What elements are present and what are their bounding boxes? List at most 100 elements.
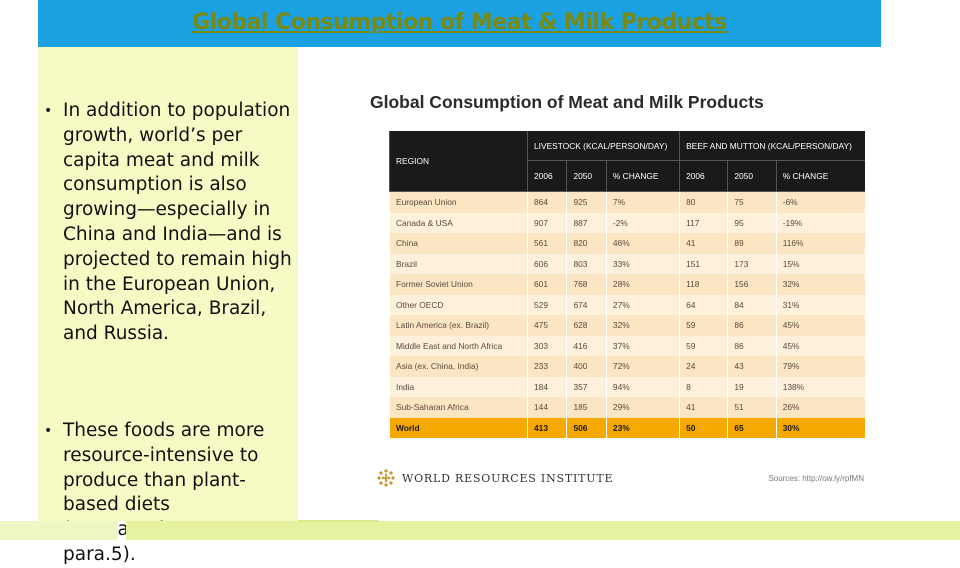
sub-header: % CHANGE bbox=[605, 160, 680, 192]
value-cell: 506 bbox=[566, 417, 607, 438]
world-row: World 413 506 23% 50 65 30% bbox=[389, 417, 865, 438]
sub-header: 2050 bbox=[566, 160, 607, 192]
value-cell: 30% bbox=[775, 417, 865, 438]
value-cell: 41 bbox=[679, 397, 728, 418]
value-cell: 303 bbox=[526, 335, 567, 356]
value-cell: 117 bbox=[679, 212, 728, 233]
value-cell: 529 bbox=[526, 294, 567, 315]
title-bar: Global Consumption of Meat & Milk Produc… bbox=[38, 0, 881, 47]
value-cell: 45% bbox=[775, 315, 865, 336]
bullet-item: • In addition to population growth, worl… bbox=[44, 99, 294, 347]
value-cell: 31% bbox=[775, 294, 865, 315]
region-header: REGION bbox=[389, 131, 528, 192]
value-cell: 561 bbox=[526, 233, 567, 254]
region-cell: India bbox=[389, 376, 528, 397]
value-cell: -2% bbox=[605, 212, 680, 233]
footer-divider bbox=[298, 520, 378, 522]
value-cell: 94% bbox=[605, 376, 680, 397]
footer-band bbox=[126, 521, 960, 540]
footer-band-left bbox=[0, 521, 118, 540]
value-cell: 59 bbox=[679, 315, 728, 336]
table-row: Sub-Saharan Africa 144 185 29% 41 51 26% bbox=[389, 397, 865, 418]
value-cell: 475 bbox=[526, 315, 567, 336]
value-cell: 72% bbox=[605, 356, 680, 377]
value-cell: 32% bbox=[605, 315, 680, 336]
table-row: India 184 357 94% 8 19 138% bbox=[389, 376, 865, 397]
region-cell: Sub-Saharan Africa bbox=[389, 397, 528, 418]
value-cell: 7% bbox=[605, 191, 680, 213]
value-cell: -6% bbox=[775, 191, 865, 213]
sub-header: 2050 bbox=[727, 160, 777, 192]
value-cell: 628 bbox=[566, 315, 607, 336]
value-cell: 925 bbox=[566, 191, 607, 213]
value-cell: 185 bbox=[566, 397, 607, 418]
data-figure: Global Consumption of Meat and Milk Prod… bbox=[360, 78, 880, 508]
value-cell: 59 bbox=[679, 335, 728, 356]
value-cell: -19% bbox=[775, 212, 865, 233]
value-cell: 41 bbox=[679, 233, 728, 254]
region-cell: Other OECD bbox=[389, 294, 528, 315]
region-cell: European Union bbox=[389, 191, 528, 213]
value-cell: 23% bbox=[605, 417, 680, 438]
value-cell: 156 bbox=[727, 274, 777, 295]
bullet-dot-icon: • bbox=[44, 423, 53, 439]
value-cell: 416 bbox=[566, 335, 607, 356]
value-cell: 674 bbox=[566, 294, 607, 315]
value-cell: 233 bbox=[526, 356, 567, 377]
table-row: Latin America (ex. Brazil) 475 628 32% 59 86 4… bbox=[389, 315, 865, 336]
value-cell: 173 bbox=[727, 253, 777, 274]
value-cell: 50 bbox=[679, 417, 728, 438]
value-cell: 413 bbox=[526, 417, 567, 438]
value-cell: 768 bbox=[566, 274, 607, 295]
value-cell: 95 bbox=[727, 212, 777, 233]
value-cell: 29% bbox=[605, 397, 680, 418]
bullet-item: • These foods are more resource-intensiv… bbox=[44, 419, 294, 568]
sub-header: % CHANGE bbox=[775, 160, 865, 192]
value-cell: 80 bbox=[679, 191, 728, 213]
region-cell: Former Soviet Union bbox=[389, 274, 528, 295]
value-cell: 118 bbox=[679, 274, 728, 295]
figure-title: Global Consumption of Meat and Milk Prod… bbox=[370, 92, 764, 112]
region-cell: Asia (ex. China, India) bbox=[389, 356, 528, 377]
value-cell: 43 bbox=[727, 356, 777, 377]
wri-logo-icon bbox=[377, 469, 395, 487]
bullet-text: In addition to population growth, world’… bbox=[63, 100, 292, 345]
table-row: Asia (ex. China, India) 233 400 72% 24 43 79% bbox=[389, 356, 865, 377]
consumption-table: REGION LIVESTOCK (KCAL/PERSON/DAY) BEEF … bbox=[389, 131, 865, 438]
value-cell: 606 bbox=[526, 253, 567, 274]
value-cell: 79% bbox=[775, 356, 865, 377]
table-row: China 561 820 46% 41 89 116% bbox=[389, 233, 865, 254]
table-row: Other OECD 529 674 27% 64 84 31% bbox=[389, 294, 865, 315]
org-branding: WORLD RESOURCES INSTITUTE bbox=[376, 468, 613, 488]
region-cell: Latin America (ex. Brazil) bbox=[389, 315, 528, 336]
sub-header: 2006 bbox=[526, 160, 567, 192]
value-cell: 907 bbox=[526, 212, 567, 233]
table-row: European Union 864 925 7% 80 75 -6% bbox=[389, 191, 865, 213]
region-cell: Canada & USA bbox=[389, 212, 528, 233]
value-cell: 86 bbox=[727, 315, 777, 336]
value-cell: 357 bbox=[566, 376, 607, 397]
value-cell: 803 bbox=[566, 253, 607, 274]
value-cell: 46% bbox=[605, 233, 680, 254]
org-name: WORLD RESOURCES INSTITUTE bbox=[402, 471, 614, 485]
value-cell: 887 bbox=[566, 212, 607, 233]
region-cell: Middle East and North Africa bbox=[389, 335, 528, 356]
value-cell: 51 bbox=[727, 397, 777, 418]
slide-title: Global Consumption of Meat & Milk Produc… bbox=[192, 10, 727, 35]
value-cell: 32% bbox=[775, 274, 865, 295]
value-cell: 75 bbox=[727, 191, 777, 213]
value-cell: 19 bbox=[727, 376, 777, 397]
table-row: Brazil 606 803 33% 151 173 15% bbox=[389, 253, 865, 274]
value-cell: 26% bbox=[775, 397, 865, 418]
value-cell: 33% bbox=[605, 253, 680, 274]
value-cell: 24 bbox=[679, 356, 728, 377]
value-cell: 116% bbox=[775, 233, 865, 254]
value-cell: 601 bbox=[526, 274, 567, 295]
bullet-panel: • In addition to population growth, worl… bbox=[38, 47, 298, 565]
value-cell: 89 bbox=[727, 233, 777, 254]
value-cell: 37% bbox=[605, 335, 680, 356]
source-link[interactable]: Sources: http://ow.ly/rpfMN bbox=[768, 474, 864, 483]
value-cell: 65 bbox=[727, 417, 777, 438]
value-cell: 45% bbox=[775, 335, 865, 356]
value-cell: 86 bbox=[727, 335, 777, 356]
